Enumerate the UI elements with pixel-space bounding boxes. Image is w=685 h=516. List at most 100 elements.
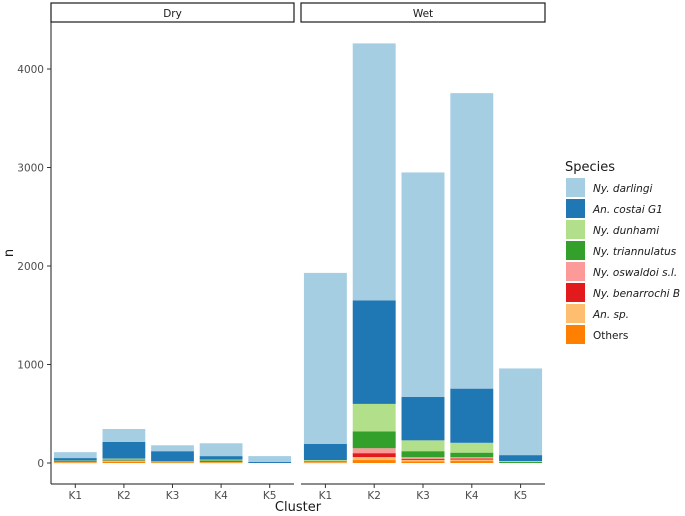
bar-segment-wet-k2-series-4	[352, 431, 396, 449]
bar-segment-dry-k4-series-4	[199, 460, 243, 463]
bar-segment-wet-k2-series-6	[352, 300, 396, 404]
legend-title: Species	[565, 160, 615, 175]
y-tick-label: 0	[37, 458, 44, 470]
legend-label: Ny. triannulatus	[593, 246, 677, 258]
y-tick-label: 2000	[17, 261, 44, 273]
legend-label: Ny. oswaldoi s.l.	[593, 267, 677, 279]
bar-segment-wet-k3-series-3	[401, 457, 445, 460]
legend-swatch	[566, 178, 585, 197]
bar-segment-wet-k1-series-7	[303, 272, 347, 444]
legend-swatch	[566, 199, 585, 218]
bar-segment-dry-k3-series-5	[151, 461, 194, 462]
bar-segment-wet-k4-series-4	[450, 452, 494, 458]
bar-segment-wet-k4-series-2	[450, 458, 494, 460]
x-tick-label: K4	[214, 490, 228, 502]
bar-segment-wet-k2-series-1	[352, 457, 396, 461]
x-tick-label: K5	[514, 490, 528, 502]
x-tick-label: K3	[166, 490, 180, 502]
x-tick-label: K1	[69, 490, 83, 502]
bar-segment-dry-k4-series-0	[199, 462, 243, 464]
bar-segment-wet-k3-series-1	[401, 460, 445, 462]
y-tick-label: 3000	[17, 163, 44, 175]
bar-segment-dry-k1-series-1	[53, 462, 97, 463]
bar-segment-wet-k5-series-4	[499, 462, 543, 463]
bar-segment-dry-k4-series-7	[199, 443, 243, 457]
legend-swatch	[566, 220, 585, 239]
bar-segment-dry-k4-series-1	[199, 462, 243, 463]
bar-segment-wet-k4-series-0	[450, 461, 494, 463]
bar-segment-dry-k2-series-3	[102, 460, 146, 462]
bar-segment-dry-k2-series-5	[102, 458, 146, 460]
bar-segment-dry-k2-series-1	[102, 461, 146, 463]
bar-segment-wet-k3-series-7	[401, 172, 445, 398]
bar-segment-wet-k4-series-1	[450, 459, 494, 462]
bar-segment-wet-k4-series-6	[450, 388, 494, 443]
bar-segment-dry-k2-series-7	[102, 429, 146, 442]
legend-label: Ny. dunhami	[593, 225, 659, 237]
facet-strip-wet	[300, 2, 546, 23]
bar-segment-dry-k3-series-7	[151, 445, 194, 452]
facet-strip-label: Dry	[163, 8, 182, 20]
x-axis-title: Cluster	[275, 500, 322, 515]
legend-label: Others	[593, 330, 628, 342]
legend-label: Ny. darlingi	[593, 183, 652, 195]
bar-segment-wet-k2-series-7	[352, 43, 396, 301]
bar-segment-dry-k1-series-5	[53, 460, 97, 462]
legend-label: An. sp.	[592, 309, 629, 321]
x-tick-label: K2	[117, 490, 131, 502]
bar-segment-dry-k4-series-5	[199, 459, 243, 461]
bar-segment-wet-k1-series-3	[303, 461, 347, 463]
bar-segment-wet-k2-series-0	[352, 460, 396, 463]
y-tick-label: 1000	[17, 360, 44, 372]
bar-segment-wet-k5-series-5	[499, 461, 543, 463]
bar-segment-dry-k3-series-4	[151, 461, 194, 463]
bar-segment-dry-k4-series-6	[199, 456, 243, 460]
bar-segment-wet-k5-series-6	[499, 455, 543, 462]
x-tick-label: K1	[319, 490, 333, 502]
bar-segment-wet-k1-series-4	[303, 461, 347, 462]
bar-segment-wet-k1-series-5	[303, 460, 347, 462]
x-tick-label: K3	[416, 490, 430, 502]
bar-segment-wet-k2-series-3	[352, 448, 396, 454]
bar-segment-wet-k4-series-7	[450, 93, 494, 389]
bar-segment-wet-k3-series-2	[401, 459, 445, 461]
bar-segment-wet-k1-series-6	[303, 443, 347, 461]
legend-swatch	[566, 241, 585, 260]
facet-strip-label: Wet	[413, 8, 433, 20]
bar-segment-wet-k2-series-2	[352, 453, 396, 458]
bar-segment-dry-k3-series-6	[151, 451, 194, 462]
legend-label: Ny. benarrochi B	[593, 288, 680, 300]
bar-segment-dry-k1-series-7	[53, 452, 97, 459]
x-tick-label: K2	[367, 490, 381, 502]
bar-segment-wet-k2-series-5	[352, 403, 396, 432]
bar-segment-wet-k3-series-5	[401, 440, 445, 452]
bar-segment-wet-k3-series-0	[401, 461, 445, 463]
legend-swatch	[566, 325, 585, 344]
x-tick-label: K4	[465, 490, 479, 502]
bar-segment-wet-k5-series-7	[499, 368, 543, 456]
bar-segment-wet-k4-series-3	[450, 457, 494, 459]
bar-segment-wet-k3-series-6	[401, 397, 445, 441]
bar-segment-dry-k2-series-6	[102, 441, 146, 459]
bar-segment-dry-k1-series-4	[53, 461, 97, 463]
bar-segment-wet-k1-series-1	[303, 462, 347, 463]
facet-strip-dry	[50, 2, 295, 23]
y-axis-title: n	[2, 249, 17, 257]
legend-swatch	[566, 262, 585, 281]
legend-swatch	[566, 304, 585, 323]
bar-segment-dry-k5-series-7	[248, 456, 292, 463]
bar-segment-dry-k2-series-0	[102, 462, 146, 463]
y-tick-label: 4000	[17, 64, 44, 76]
x-tick-label: K5	[263, 490, 277, 502]
legend-label: An. costai G1	[592, 204, 663, 216]
bar-segment-wet-k1-series-0	[303, 462, 347, 464]
bar-segment-wet-k3-series-4	[401, 451, 445, 458]
legend-swatch	[566, 283, 585, 302]
bar-segment-dry-k1-series-6	[53, 458, 97, 461]
bar-segment-dry-k5-series-6	[248, 462, 292, 463]
bar-segment-wet-k4-series-5	[450, 442, 494, 453]
bar-segment-dry-k2-series-4	[102, 459, 146, 461]
bar-segment-dry-k3-series-1	[151, 462, 194, 463]
